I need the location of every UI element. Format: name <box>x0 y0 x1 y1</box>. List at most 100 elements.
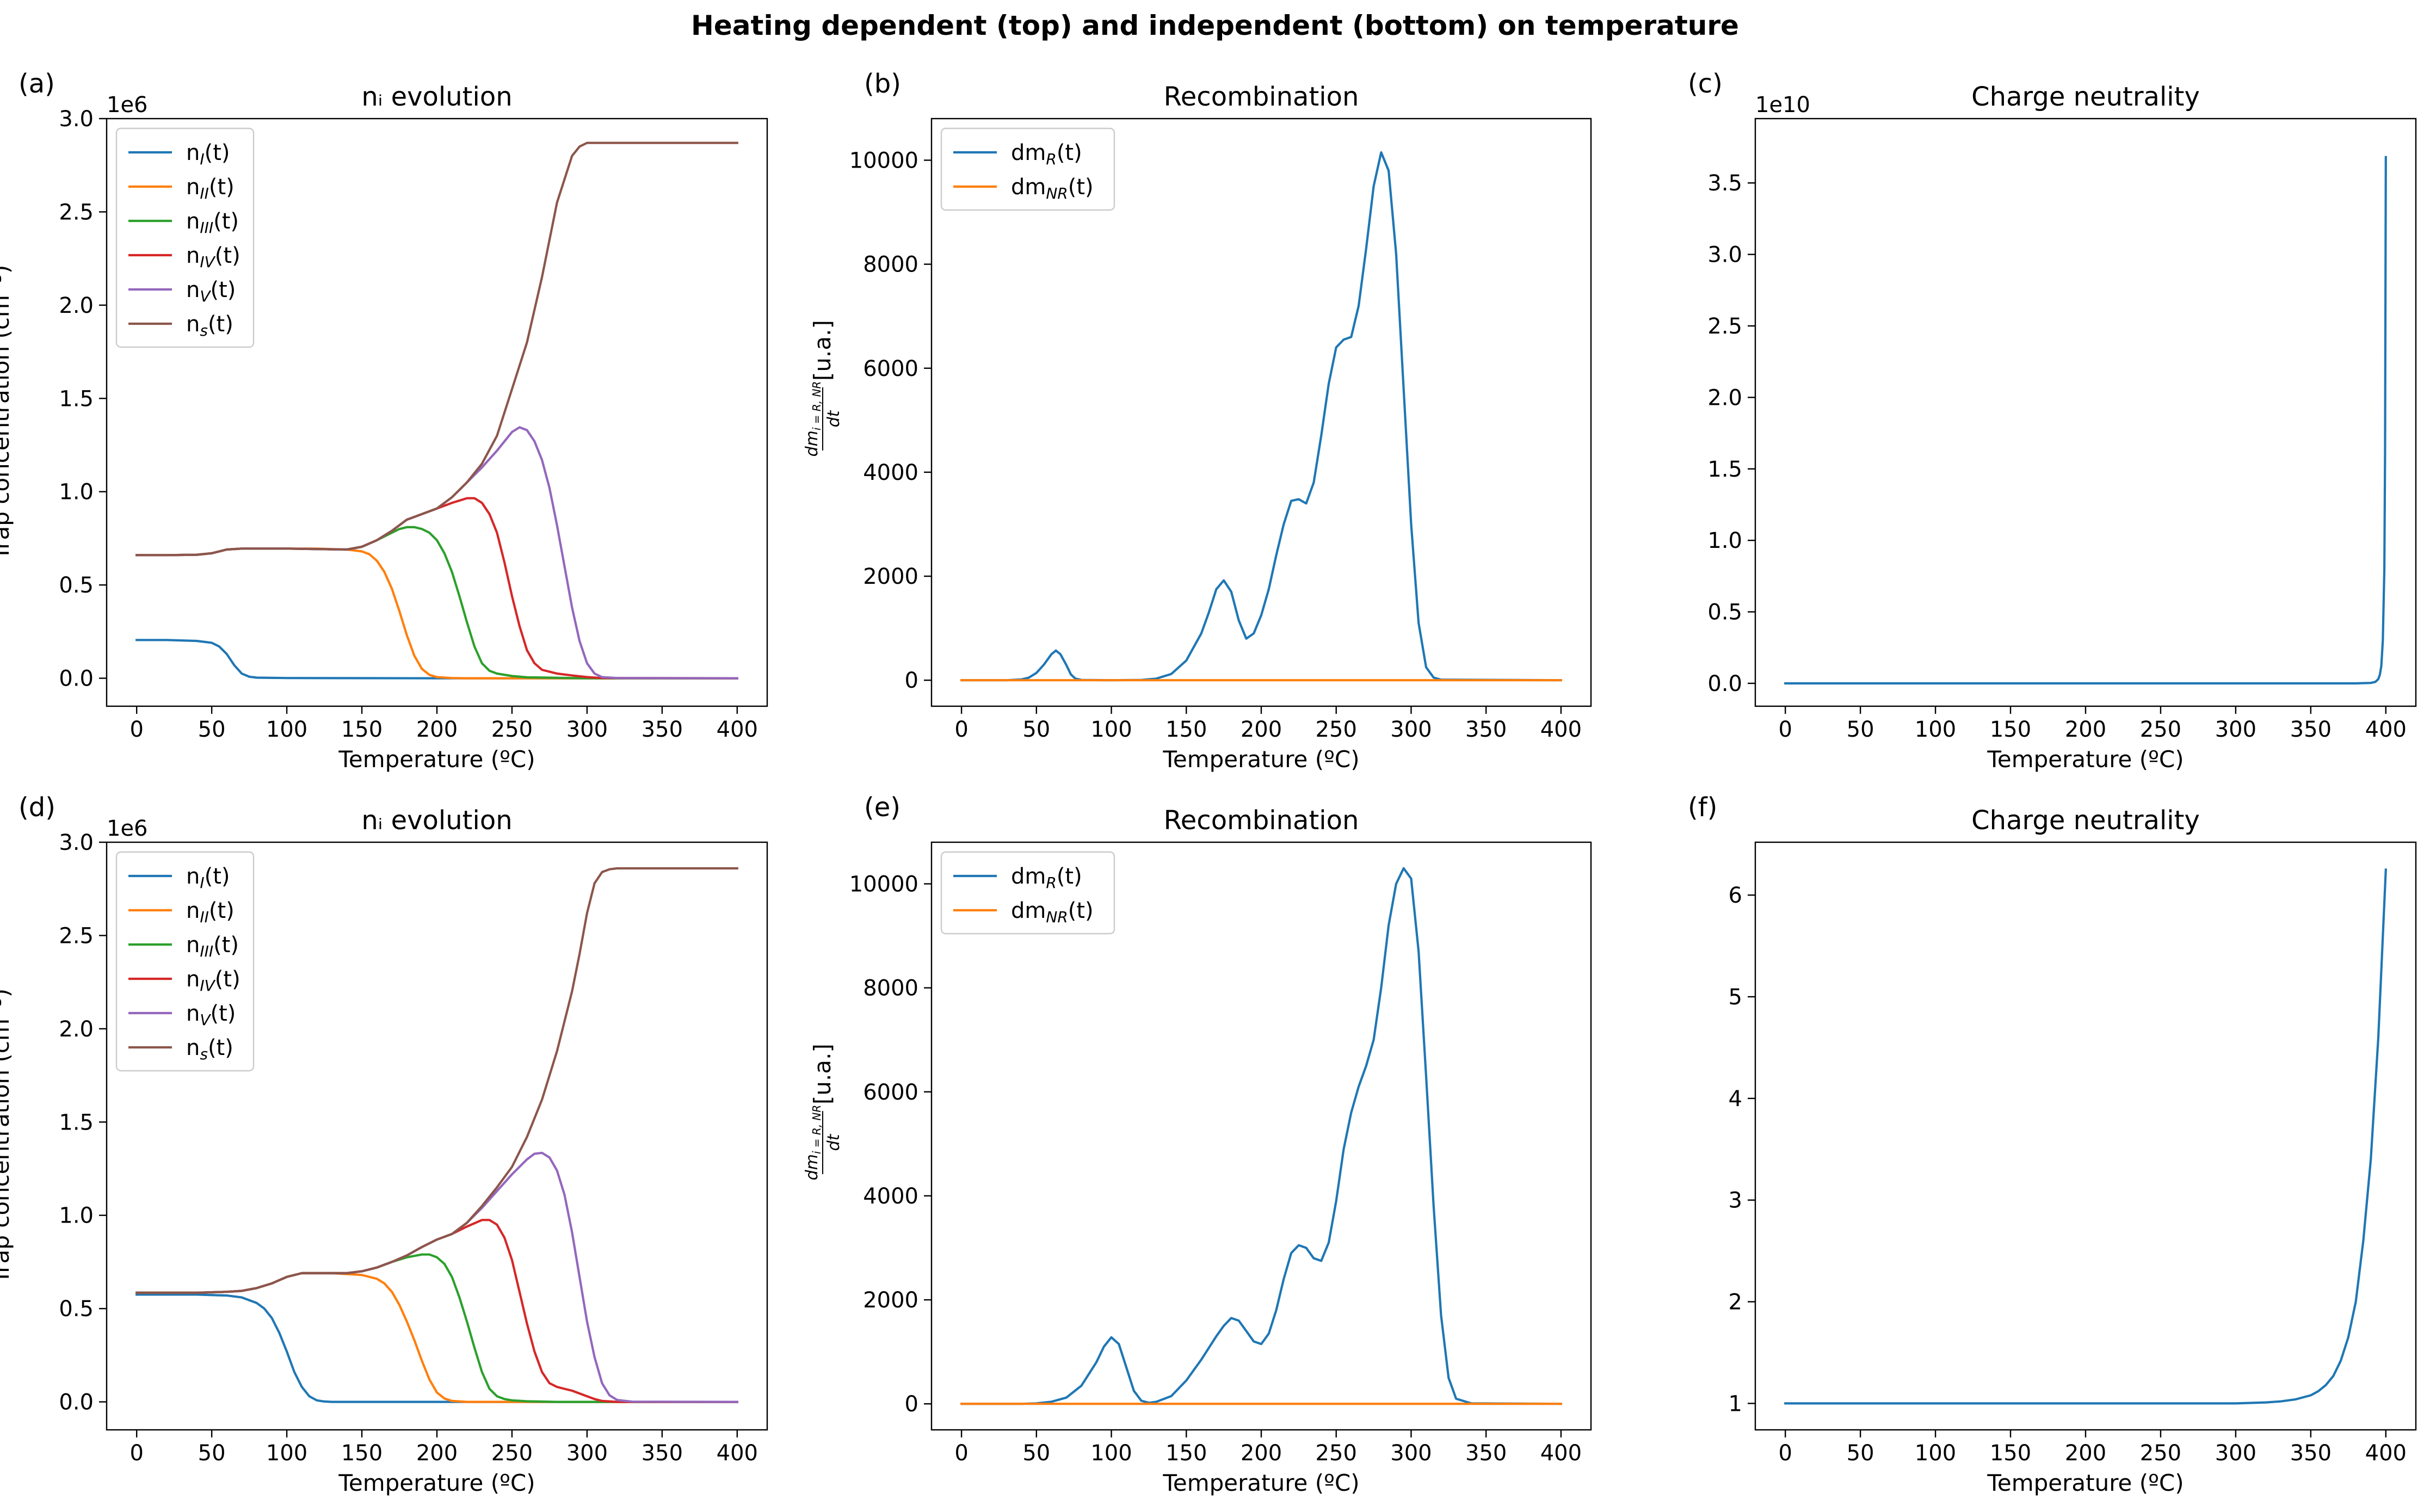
y-tick-label: 3.0 <box>1707 243 1742 268</box>
y-label-denominator: dt <box>824 1133 843 1151</box>
x-tick-label: 0 <box>1778 1441 1792 1466</box>
x-tick-label: 200 <box>2065 717 2106 742</box>
axes-frame <box>106 841 768 1431</box>
x-tick-label: 200 <box>416 1441 458 1466</box>
y-tick-label: 2000 <box>863 564 918 589</box>
y-tick-label: 1.5 <box>1707 457 1742 482</box>
x-tick-label: 300 <box>566 1441 608 1466</box>
legend-entry: dmR(t) <box>1011 140 1082 168</box>
x-tick-label: 350 <box>1465 1441 1507 1466</box>
x-tick-label: 150 <box>1165 1441 1207 1466</box>
offset-label: 1e10 <box>1755 92 1810 118</box>
series-line-main <box>1784 868 2387 1405</box>
legend-entry: nIII(t) <box>186 209 239 237</box>
y-tick-label: 8000 <box>863 252 918 277</box>
y-tick-label: 3.5 <box>1707 171 1742 196</box>
x-tick-label: 350 <box>642 1441 683 1466</box>
x-tick-label: 350 <box>2290 1441 2332 1466</box>
y-tick-label: 1.0 <box>59 480 94 505</box>
series-line-dm-r <box>960 151 1563 682</box>
panel-title: nᵢ evolution <box>361 805 512 836</box>
y-tick-label: 5 <box>1729 985 1742 1010</box>
y-tick-label: 8000 <box>863 976 918 1001</box>
legend-entry: ns(t) <box>186 312 233 340</box>
y-tick-label: 0.0 <box>59 666 94 692</box>
axes-frame <box>930 841 1592 1431</box>
y-label-numerator: dmi = R, NR <box>803 381 823 457</box>
offset-label: 1e6 <box>107 816 148 841</box>
x-axis-label: Temperature (ºC) <box>338 746 535 773</box>
x-tick-label: 200 <box>1241 717 1282 742</box>
series-line-n-s <box>135 141 738 557</box>
x-tick-label: 150 <box>341 717 383 742</box>
x-tick-label: 50 <box>1847 1441 1874 1466</box>
x-tick-label: 150 <box>341 1441 383 1466</box>
y-tick-label: 0 <box>905 668 918 693</box>
y-tick-label: 2000 <box>863 1288 918 1313</box>
y-tick-label: 2.5 <box>1707 314 1742 339</box>
x-tick-label: 300 <box>2215 1441 2256 1466</box>
panel-c: 0 50 100 150 200 250 300 350 400 0.0 0.5 1.0 1.5 2.0 2… <box>1688 69 2417 773</box>
x-tick-label: 250 <box>491 717 533 742</box>
x-tick-label: 0 <box>129 717 143 742</box>
legend-entry: nII(t) <box>186 898 235 926</box>
x-tick-label: 50 <box>1847 717 1874 742</box>
axes-frame <box>1754 841 2417 1431</box>
x-tick-label: 400 <box>1540 717 1582 742</box>
axes-frame <box>1754 118 2417 707</box>
x-tick-label: 100 <box>1090 717 1132 742</box>
axes-frame <box>106 118 768 707</box>
x-tick-label: 100 <box>266 1441 307 1466</box>
x-tick-label: 200 <box>2065 1441 2106 1466</box>
legend: dmR(t) dmNR(t) <box>940 127 1115 211</box>
x-tick-label: 150 <box>1165 717 1207 742</box>
y-tick-label: 0.5 <box>1707 600 1742 625</box>
y-label-denominator: dt <box>824 410 843 427</box>
legend-entry: nIII(t) <box>186 933 239 960</box>
panel-title: nᵢ evolution <box>361 82 512 112</box>
x-tick-label: 50 <box>198 1441 226 1466</box>
panel-title: Recombination <box>1164 805 1359 836</box>
y-tick-label: 0.5 <box>59 573 94 598</box>
x-axis-label: Temperature (ºC) <box>338 1470 535 1496</box>
legend-entry: dmNR(t) <box>1011 898 1094 926</box>
y-tick-label: 6000 <box>863 356 918 381</box>
x-tick-label: 350 <box>1465 717 1507 742</box>
legend-frame <box>940 851 1115 935</box>
x-axis-label: Temperature (ºC) <box>1987 1470 2184 1496</box>
y-tick-label: 3.0 <box>59 107 94 132</box>
y-tick-label: 0.0 <box>59 1390 94 1415</box>
y-tick-label: 2.0 <box>59 293 94 318</box>
y-tick-label: 4 <box>1729 1087 1742 1112</box>
x-axis-label: Temperature (ºC) <box>1162 1470 1359 1496</box>
legend-entry: nV(t) <box>186 1001 236 1029</box>
legend-entry: nI(t) <box>186 864 230 892</box>
y-tick-label: 6000 <box>863 1080 918 1105</box>
legend: dmR(t) dmNR(t) <box>940 851 1115 935</box>
y-tick-label: 0.5 <box>59 1297 94 1322</box>
x-axis-label: Temperature (ºC) <box>1162 746 1359 773</box>
x-tick-label: 0 <box>954 1441 968 1466</box>
y-tick-label: 2.0 <box>59 1017 94 1042</box>
panel-e: 0 50 100 150 200 250 300 350 4000200040006000800… <box>803 792 1592 1496</box>
axes-frame <box>930 118 1592 707</box>
panel-label: (f) <box>1688 792 1717 823</box>
y-tick-label: 1.5 <box>59 386 94 411</box>
panel-d: 0 50 100 150 200 250 300 350 400 0.0 0.5 1.0 1.5 2.0 2… <box>0 792 768 1496</box>
panel-label: (b) <box>864 69 901 99</box>
series-line-n-s <box>135 867 738 1294</box>
y-tick-label: 4000 <box>863 1184 918 1209</box>
legend-entry: nV(t) <box>186 277 236 305</box>
legend: nI(t) nII(t) nIII(t) nIV(t) nV(t) ns(t) <box>115 127 255 348</box>
y-axis-label: Trap concentration (cm⁻³) <box>0 265 14 561</box>
x-tick-label: 0 <box>129 1441 143 1466</box>
x-tick-label: 50 <box>198 717 226 742</box>
panel-label: (d) <box>18 792 55 823</box>
y-tick-label: 1 <box>1729 1391 1742 1416</box>
y-axis-label: dmi = R, NR dt [u.a.] <box>803 1044 843 1180</box>
y-tick-label: 1.0 <box>1707 528 1742 553</box>
y-tick-label: 0 <box>905 1392 918 1417</box>
legend-entry: nIV(t) <box>186 243 240 271</box>
legend-entry: nI(t) <box>186 140 230 168</box>
